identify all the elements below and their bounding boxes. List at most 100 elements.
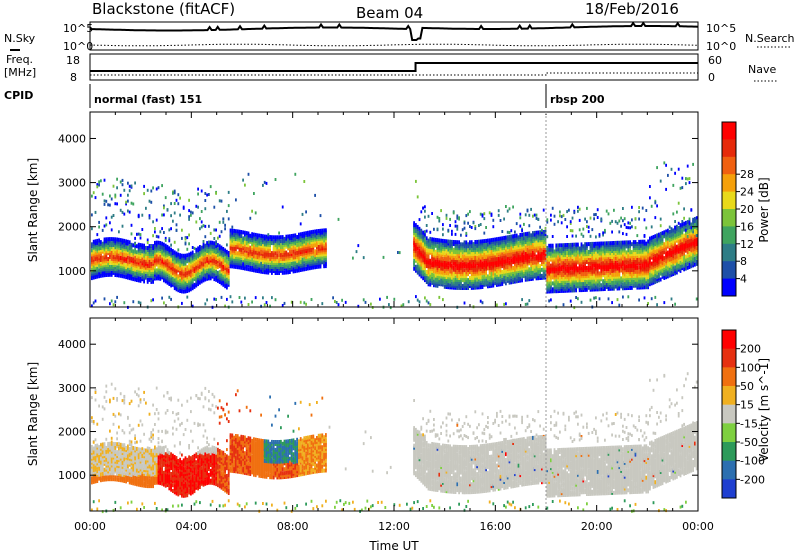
data-cell [217, 263, 219, 267]
data-cell [443, 251, 446, 255]
freq-tick-low: 8 [70, 71, 77, 84]
ground-scatter-cell [181, 301, 183, 305]
data-cell [240, 259, 243, 264]
data-cell [533, 242, 536, 247]
data-cell [418, 248, 421, 253]
data-cell [577, 254, 579, 259]
data-cell [528, 259, 531, 264]
data-cell [91, 256, 93, 261]
data-cell [584, 242, 586, 247]
scatter-cell [146, 238, 149, 242]
scatter-cell [134, 236, 136, 240]
scatter-cell [503, 217, 505, 221]
scatter-cell [148, 199, 151, 203]
data-cell [443, 263, 446, 267]
data-cell [280, 235, 282, 240]
data-cell [582, 286, 585, 290]
scatter-cell [175, 228, 178, 232]
data-cell [274, 235, 277, 240]
scatter-cell [568, 208, 570, 212]
scatter-cell [514, 230, 516, 234]
data-cell [197, 246, 199, 251]
data-cell [110, 264, 113, 269]
scatter-cell [164, 196, 167, 200]
scatter-cell [301, 212, 304, 216]
data-cell [123, 274, 126, 279]
data-cell [586, 250, 588, 255]
scatter-cell [415, 179, 417, 183]
data-cell [310, 255, 313, 260]
data-cell [94, 261, 97, 266]
scatter-cell [456, 227, 459, 231]
data-cell [141, 257, 144, 262]
data-cell [247, 251, 250, 256]
data-cell [253, 232, 255, 237]
scatter-cell [146, 188, 149, 192]
data-cell [110, 260, 113, 265]
scatter-cell [314, 193, 316, 197]
ground-scatter-cell [442, 298, 444, 302]
data-cell [155, 240, 158, 245]
data-cell [236, 251, 239, 256]
data-cell [280, 239, 282, 244]
data-cell [307, 230, 309, 235]
ground-scatter-cell [123, 301, 126, 305]
data-cell [598, 287, 601, 292]
ground-scatter-cell [524, 302, 527, 306]
data-cell [569, 270, 572, 275]
scatter-cell [204, 192, 207, 195]
data-cell [240, 238, 243, 242]
data-cell [550, 281, 552, 286]
data-cell [254, 254, 257, 259]
scatter-cell [91, 194, 93, 198]
data-cell [274, 243, 277, 248]
data-cell [526, 277, 529, 282]
data-cell [551, 243, 554, 248]
data-cell [170, 257, 172, 262]
nsky-right-tick-low: 10^0 [706, 40, 736, 53]
scatter-cell [218, 234, 221, 238]
data-cell [226, 259, 228, 264]
scatter-cell [130, 232, 133, 236]
data-cell [188, 276, 190, 281]
ground-scatter-cell [238, 296, 241, 299]
data-cell [508, 266, 511, 271]
scatter-cell [157, 186, 160, 190]
data-cell [560, 243, 563, 248]
data-cell [224, 270, 226, 275]
scatter-cell [382, 255, 385, 259]
scatter-cell [105, 199, 108, 203]
ground-scatter-cell [593, 296, 595, 300]
scatter-cell [128, 210, 131, 214]
nsky-series [89, 21, 699, 41]
data-cell [551, 281, 554, 286]
scatter-cell [163, 204, 165, 208]
beam-title: Beam 04 [356, 4, 423, 22]
data-cell [263, 264, 266, 269]
data-cell [494, 277, 496, 282]
data-cell [287, 234, 289, 239]
data-cell [488, 238, 491, 243]
data-cell [503, 235, 505, 240]
data-cell [123, 238, 126, 243]
scatter-cell [602, 231, 604, 235]
nsky-right-tick-high: 10^5 [706, 22, 736, 35]
data-cell [299, 232, 302, 237]
scatter-cell [224, 227, 226, 231]
scatter-cell [200, 225, 203, 229]
data-cell [98, 268, 100, 273]
scatter-cell [132, 202, 135, 206]
data-cell [467, 242, 469, 247]
data-cell [128, 244, 131, 249]
scatter-cell [130, 201, 133, 205]
scatter-cell [137, 232, 140, 236]
data-cell [179, 253, 181, 258]
scatter-cell [602, 233, 604, 237]
scatter-cell [200, 210, 203, 213]
data-cell [490, 250, 493, 254]
data-cell [159, 260, 162, 265]
data-cell [208, 254, 210, 259]
scatter-cell [454, 220, 457, 224]
ground-scatter-cell [116, 295, 118, 299]
data-cell [582, 244, 585, 249]
